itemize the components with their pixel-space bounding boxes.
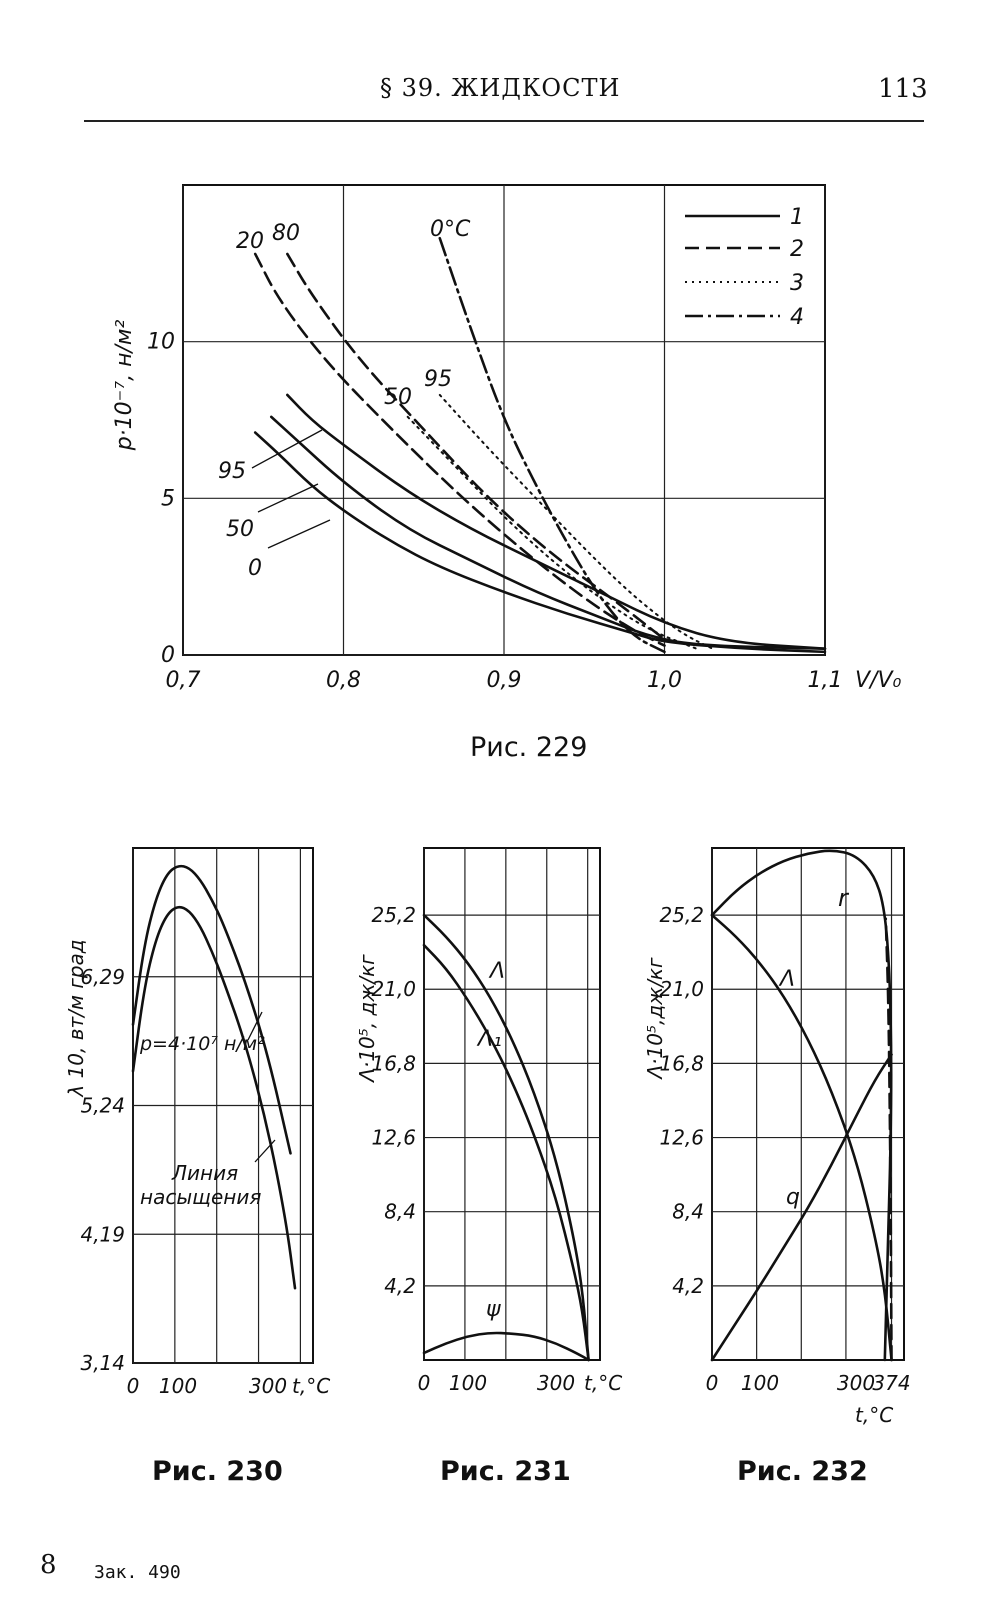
curve-label: 50 <box>384 385 412 410</box>
leader-line <box>254 1139 276 1163</box>
curve-label: 20 <box>236 229 264 254</box>
curve-label: 0°C <box>430 217 471 242</box>
curve-label: 95 <box>424 367 452 392</box>
caption-fig231: Рис. 231 <box>440 1456 571 1487</box>
x-axis-label: t,°C <box>584 1371 622 1395</box>
series-line-95 <box>286 393 827 651</box>
legend-label-2: 2 <box>790 237 804 262</box>
legend-label-1: 1 <box>790 205 804 230</box>
leader-line <box>257 483 319 513</box>
plot-frame <box>711 847 905 1361</box>
x-tick-label: 0 <box>706 1371 719 1395</box>
y-tick-label: 4,2 <box>672 1274 704 1298</box>
y-tick-label: 16,8 <box>371 1051 416 1075</box>
x-tick-label: 1,1 <box>808 668 843 693</box>
leader-line <box>267 519 331 549</box>
series-label-psi: ψ <box>486 1297 501 1322</box>
annotation-line: Линия <box>171 1161 238 1185</box>
series-line-95 <box>438 393 714 650</box>
y-axis-label: p·10⁻⁷, н/м² <box>112 320 137 452</box>
y-tick-label: 16,8 <box>659 1051 704 1075</box>
y-tick-label: 12,6 <box>659 1126 704 1150</box>
series-line- <box>710 913 893 1362</box>
figure-231: 0 100 300 4,2 8,4 12,6 16,8 21,0 25,2 t,°C Λ·10⁵, … <box>355 847 622 1395</box>
legend-label-3: 3 <box>790 271 804 296</box>
leader-line <box>251 429 323 469</box>
x-tick-label: 1,0 <box>647 668 682 693</box>
series-line-0C <box>438 236 666 654</box>
x-tick-label: 0 <box>127 1374 140 1398</box>
y-axis-label: λ 10, вт/м град <box>64 939 88 1097</box>
caption-fig230: Рис. 230 <box>152 1456 283 1487</box>
y-axis-label: Λ·10⁵,дж/кг <box>643 957 667 1081</box>
y-tick-label: 10 <box>147 330 175 355</box>
series-line-q <box>710 1053 893 1362</box>
x-tick-label: 0,9 <box>487 668 522 693</box>
y-tick-label: 8,4 <box>384 1200 416 1224</box>
figure-229: 0,7 0,8 0,9 1,0 1,1 0 5 10 V/V₀ p·10⁻⁷, н/м² 1 2 3 4 0… <box>112 184 902 693</box>
series-line-80 <box>286 252 666 641</box>
y-tick-label: 0 <box>161 643 175 668</box>
y-tick-label: 25,2 <box>659 903 704 927</box>
series-label-lambda: Λ <box>488 959 505 984</box>
footer-sheet-number: 8 <box>40 1550 57 1580</box>
caption-fig232: Рис. 232 <box>737 1456 868 1487</box>
annotation-pressure: p=4·10⁷ н/м² <box>139 1033 265 1055</box>
y-tick-label: 21,0 <box>371 977 416 1001</box>
figure-230: 0 100 300 3,14 4,19 5,24 6,29 t,°C λ 10, вт/м гр… <box>64 847 330 1398</box>
y-tick-label: 3,14 <box>80 1351 125 1375</box>
leader-line <box>247 1011 263 1041</box>
series-label-lambda: Λ <box>778 967 795 992</box>
series-line- <box>422 1331 590 1362</box>
x-axis-label: t,°C <box>292 1374 330 1398</box>
series-line-0 <box>253 431 827 654</box>
x-tick-label: 100 <box>741 1371 779 1395</box>
x-tick-label: 300 <box>537 1371 575 1395</box>
series-line-50 <box>269 415 827 651</box>
y-tick-label: 4,19 <box>80 1222 125 1246</box>
x-tick-label: 300 <box>249 1374 287 1398</box>
series-line-20 <box>253 252 666 647</box>
y-tick-label: 12,6 <box>371 1126 416 1150</box>
curve-label: 0 <box>248 556 262 581</box>
curve-label: 80 <box>272 221 300 246</box>
y-tick-label: 5,24 <box>80 1094 125 1118</box>
series-label-lambda1: Λ₁ <box>476 1027 502 1052</box>
x-axis-label: t,°C <box>855 1403 893 1427</box>
series-label-r: r <box>838 884 850 912</box>
legend-label-4: 4 <box>790 305 804 330</box>
x-tick-label: 0,8 <box>326 668 361 693</box>
series-line-374 <box>884 917 893 1362</box>
y-tick-label: 5 <box>161 486 175 511</box>
page-number: 113 <box>878 74 928 104</box>
series-line-p410нм <box>131 864 292 1155</box>
series-line- <box>422 913 590 1362</box>
series-line- <box>422 943 590 1362</box>
x-axis-label: V/V₀ <box>855 668 902 693</box>
series-label-q: q <box>786 1185 800 1210</box>
y-axis-label: Λ·10⁵, дж/кг <box>355 954 379 1084</box>
curve-label: 50 <box>226 517 254 542</box>
y-tick-label: 6,29 <box>80 965 125 989</box>
running-header: § 39. ЖИДКОСТИ <box>380 74 621 102</box>
series-line-50 <box>406 415 698 650</box>
header-rule <box>84 120 924 122</box>
x-tick-label: 100 <box>449 1371 487 1395</box>
y-tick-label: 8,4 <box>672 1200 704 1224</box>
x-tick-label: 0,7 <box>166 668 201 693</box>
x-tick-label: 100 <box>159 1374 197 1398</box>
y-tick-label: 25,2 <box>371 903 416 927</box>
series-line-Линиянасыщения <box>131 905 297 1290</box>
y-tick-label: 21,0 <box>659 977 704 1001</box>
x-tick-label: 0 <box>418 1371 431 1395</box>
annotation-saturation: насыщения <box>140 1185 261 1209</box>
footer-order: Зак. 490 <box>94 1562 181 1583</box>
x-tick-label: 374 <box>872 1371 910 1395</box>
curve-label: 95 <box>218 459 246 484</box>
caption-fig229: Рис. 229 <box>470 732 588 763</box>
y-tick-label: 4,2 <box>384 1274 416 1298</box>
x-tick-label: 300 <box>837 1371 875 1395</box>
